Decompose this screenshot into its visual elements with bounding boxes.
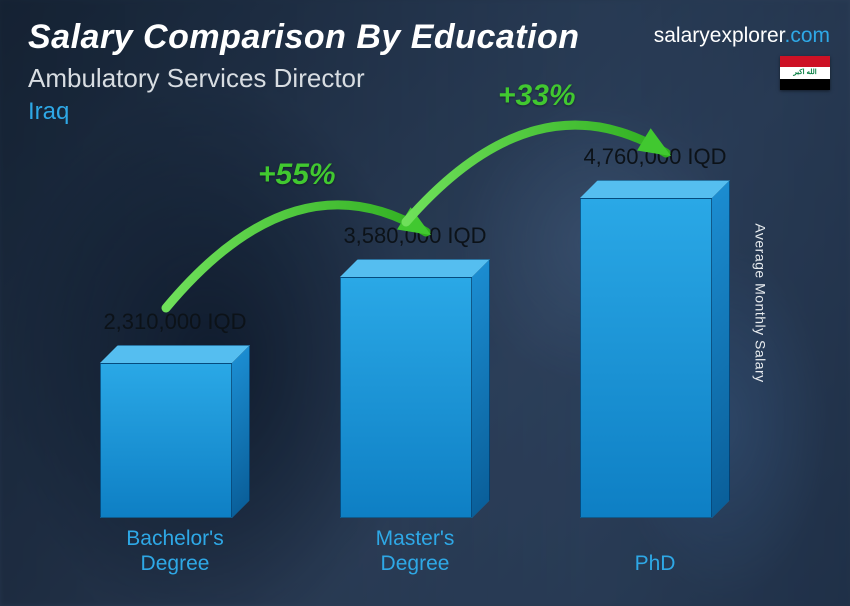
bar-front-face [340, 277, 472, 518]
bar-value-label: 2,310,000 IQD [75, 309, 275, 335]
bar-category-label: Master's Degree [315, 526, 515, 576]
bar-side-face [712, 180, 730, 518]
bar-3d [100, 363, 250, 518]
bar-category-label: Bachelor's Degree [75, 526, 275, 576]
flag-emblem-text: الله اكبر [793, 69, 816, 76]
bar-front-face [580, 198, 712, 518]
bar-side-face [472, 259, 490, 518]
bar-2: 4,760,000 IQD [580, 198, 730, 518]
job-title: Ambulatory Services Director [28, 63, 822, 94]
bar-top-face [100, 345, 250, 363]
bar-3d [340, 277, 490, 518]
brand-logo-text: salaryexplorer.com [654, 24, 830, 48]
bar-value-label: 3,580,000 IQD [315, 223, 515, 249]
bar-0: 2,310,000 IQD [100, 363, 250, 518]
bar-value-label: 4,760,000 IQD [555, 144, 755, 170]
brand-tld: .com [784, 24, 830, 47]
bar-front-face [100, 363, 232, 518]
country-name: Iraq [28, 98, 822, 126]
bar-1: 3,580,000 IQD [340, 277, 490, 518]
flag-stripe-white: الله اكبر [780, 67, 830, 78]
country-flag-icon: الله اكبر [780, 56, 830, 90]
bar-side-face [232, 345, 250, 518]
flag-stripe-black [780, 79, 830, 90]
brand-name: salaryexplorer [654, 24, 785, 47]
percent-increase-label: +55% [258, 158, 336, 192]
bar-top-face [340, 259, 490, 277]
bar-category-label: PhD [555, 551, 755, 576]
bar-3d [580, 198, 730, 518]
flag-stripe-red [780, 56, 830, 67]
infographic-canvas: Salary Comparison By Education Ambulator… [0, 0, 850, 606]
bar-top-face [580, 180, 730, 198]
salary-bar-chart: 2,310,000 IQD Bachelor's Degree 3,580,000 … [60, 146, 800, 576]
